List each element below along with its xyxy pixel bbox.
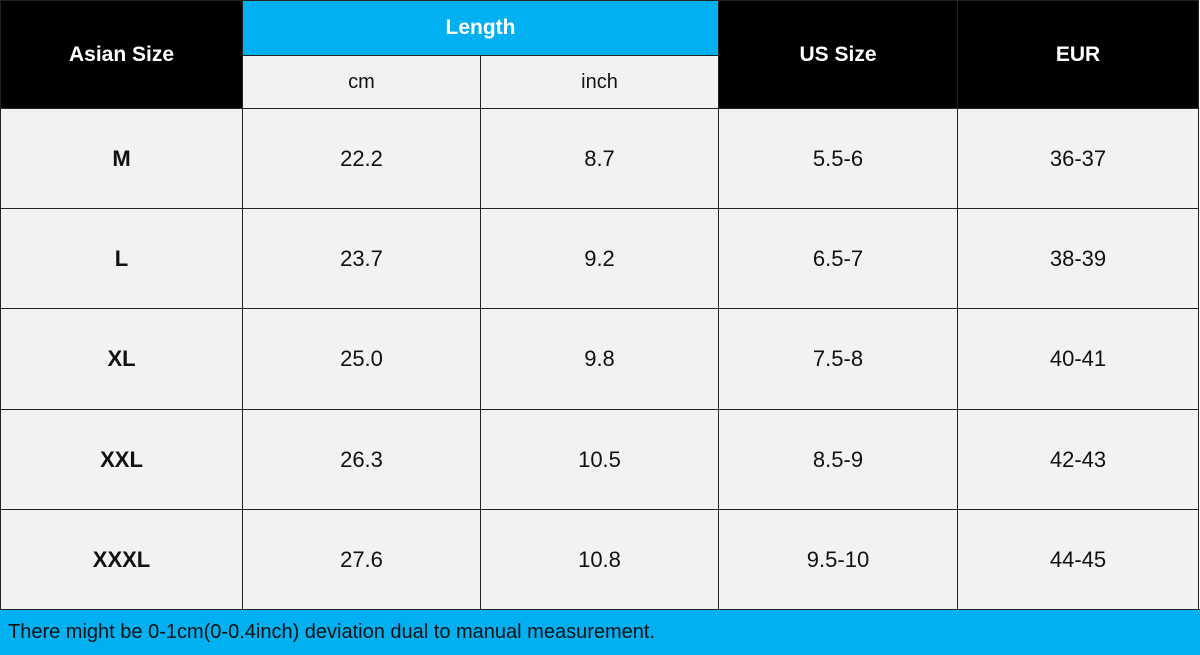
size-label: XL: [0, 308, 243, 410]
table-cell: 6.5-7: [718, 208, 958, 309]
subheader-cell: cm: [242, 55, 481, 109]
table-cell: 42-43: [957, 409, 1199, 510]
size-label: L: [0, 208, 243, 309]
table-cell: 5.5-6: [718, 108, 958, 209]
table-cell: 9.8: [480, 308, 719, 410]
header-cell: US Size: [718, 0, 958, 109]
table-cell: 23.7: [242, 208, 481, 309]
footer-note: There might be 0-1cm(0-0.4inch) deviatio…: [0, 609, 1200, 655]
header-cell: Length: [242, 0, 719, 56]
table-cell: 7.5-8: [718, 308, 958, 410]
header-cell: EUR: [957, 0, 1199, 109]
table-cell: 36-37: [957, 108, 1199, 209]
table-cell: 40-41: [957, 308, 1199, 410]
subheader-cell: inch: [480, 55, 719, 109]
table-cell: 8.5-9: [718, 409, 958, 510]
table-cell: 9.2: [480, 208, 719, 309]
table-cell: 44-45: [957, 509, 1199, 610]
table-cell: 25.0: [242, 308, 481, 410]
size-label: M: [0, 108, 243, 209]
table-cell: 26.3: [242, 409, 481, 510]
header-cell: Asian Size: [0, 0, 243, 109]
table-cell: 10.8: [480, 509, 719, 610]
table-cell: 27.6: [242, 509, 481, 610]
size-label: XXXL: [0, 509, 243, 610]
table-cell: 38-39: [957, 208, 1199, 309]
table-cell: 8.7: [480, 108, 719, 209]
table-cell: 9.5-10: [718, 509, 958, 610]
size-label: XXL: [0, 409, 243, 510]
table-cell: 10.5: [480, 409, 719, 510]
table-cell: 22.2: [242, 108, 481, 209]
